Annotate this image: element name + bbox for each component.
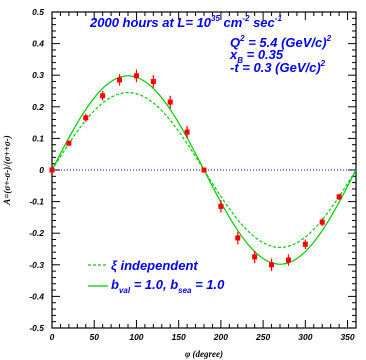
- data-point: [83, 115, 89, 121]
- legend-label-b-values: bval = 1.0, bsea = 1.0: [111, 277, 225, 295]
- annotation-hours: 2000 hours at L= 1035 cm-2 sec-1: [89, 14, 282, 30]
- x-tick-label: 50: [89, 332, 99, 342]
- data-point: [184, 129, 190, 135]
- y-tick-label: -0.4: [29, 291, 44, 301]
- x-tick-label: 200: [213, 332, 228, 342]
- y-tick-label: 0.5: [32, 7, 44, 17]
- data-point: [319, 219, 325, 225]
- y-tick-label: -0.3: [29, 260, 44, 270]
- x-tick-label: 250: [255, 332, 270, 342]
- data-point: [100, 93, 106, 99]
- data-point: [336, 194, 342, 200]
- data-point: [150, 79, 156, 85]
- data-point: [49, 167, 55, 173]
- data-point: [66, 140, 72, 146]
- points-layer: [49, 69, 342, 272]
- x-axis-title: φ (degree): [185, 349, 223, 359]
- x-tick-label: 150: [172, 332, 186, 342]
- data-point: [302, 241, 308, 247]
- y-tick-label: 0.2: [32, 102, 44, 112]
- legend: ξ independent bval = 1.0, bsea = 1.0: [88, 258, 225, 295]
- data-point: [201, 167, 207, 173]
- y-tick-label: 0.4: [32, 39, 44, 49]
- x-tick-label: 350: [340, 332, 354, 342]
- legend-label-xi-independent: ξ independent: [111, 258, 198, 273]
- x-tick-label: 300: [298, 332, 312, 342]
- y-tick-label: -0.1: [29, 197, 44, 207]
- x-tick-label: 0: [50, 332, 55, 342]
- data-point: [167, 99, 173, 105]
- data-point: [252, 254, 258, 260]
- y-tick-label: -0.2: [29, 228, 44, 238]
- data-point: [285, 257, 291, 263]
- data-point: [269, 262, 275, 268]
- data-point: [235, 235, 241, 241]
- y-tick-label: -0.5: [29, 323, 44, 333]
- annotation-q2: Q2 = 5.4 (GeV/c)2: [230, 34, 332, 50]
- y-tick-label: 0.1: [32, 133, 44, 143]
- data-point: [117, 77, 123, 83]
- annotation-xb: xB = 0.35: [229, 47, 284, 65]
- annotation-t: -t = 0.3 (GeV/c)2: [230, 59, 326, 75]
- y-axis-title: A=(σ+-σ-)/(σ++σ-): [2, 135, 12, 205]
- data-point: [133, 73, 139, 79]
- x-tick-label: 100: [129, 332, 143, 342]
- data-point: [218, 203, 224, 209]
- y-tick-label: 0: [39, 165, 44, 175]
- y-tick-label: 0.3: [32, 70, 44, 80]
- ticks-layer: 0 50 100 150 200 250 300 350 -0.5 -0.4 -0.3 -0.2 -0.…: [29, 7, 357, 342]
